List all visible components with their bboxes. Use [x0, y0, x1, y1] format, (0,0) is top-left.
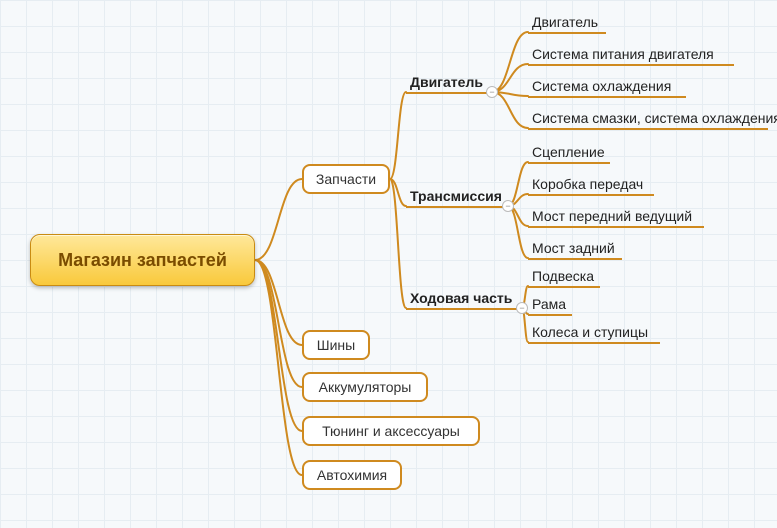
- subcat-node-chas[interactable]: Ходовая часть: [410, 290, 512, 306]
- mindmap-canvas: Магазин запчастей Запчасти Шины Аккумулятор…: [0, 0, 777, 528]
- category-node-batt[interactable]: Аккумуляторы: [302, 372, 428, 402]
- leaf-node-underline: [528, 32, 606, 34]
- leaf-node-label: Сцепление: [532, 144, 605, 160]
- leaf-node-underline: [528, 342, 660, 344]
- category-label: Запчасти: [316, 171, 376, 187]
- leaf-node-underline: [528, 96, 686, 98]
- leaf-node-label: Мост передний ведущий: [532, 208, 692, 224]
- leaf-node-label: Двигатель: [532, 14, 598, 30]
- leaf-node: Двигатель: [532, 14, 598, 30]
- root-label: Магазин запчастей: [58, 250, 227, 271]
- subcat-node-eng[interactable]: Двигатель: [410, 74, 483, 90]
- leaf-node-label: Подвеска: [532, 268, 594, 284]
- leaf-node-underline: [528, 64, 734, 66]
- leaf-node: Система охлаждения: [532, 78, 671, 94]
- leaf-node: Сцепление: [532, 144, 605, 160]
- leaf-node-underline: [528, 258, 622, 260]
- category-node-tun[interactable]: Тюнинг и аксессуары: [302, 416, 480, 446]
- leaf-node: Подвеска: [532, 268, 594, 284]
- leaf-node-label: Мост задний: [532, 240, 615, 256]
- subcat-node-trans-label: Трансмиссия: [410, 188, 502, 204]
- leaf-node: Система питания двигателя: [532, 46, 714, 62]
- leaf-node-underline: [528, 286, 600, 288]
- leaf-node: Коробка передач: [532, 176, 643, 192]
- category-label: Аккумуляторы: [319, 379, 412, 395]
- leaf-node-underline: [528, 226, 704, 228]
- leaf-node-label: Рама: [532, 296, 566, 312]
- leaf-node-label: Колеса и ступицы: [532, 324, 648, 340]
- leaf-node-label: Система смазки, система охлаждения: [532, 110, 777, 126]
- category-node-tires[interactable]: Шины: [302, 330, 370, 360]
- subcat-node-eng-underline: [406, 92, 492, 94]
- root-node[interactable]: Магазин запчастей: [30, 234, 255, 286]
- leaf-node-underline: [528, 128, 768, 130]
- leaf-node-underline: [528, 314, 572, 316]
- leaf-node-label: Система охлаждения: [532, 78, 671, 94]
- collapse-toggle[interactable]: −: [516, 302, 528, 314]
- category-label: Тюнинг и аксессуары: [322, 423, 460, 439]
- leaf-node: Мост задний: [532, 240, 615, 256]
- leaf-node-label: Система питания двигателя: [532, 46, 714, 62]
- subcat-node-chas-underline: [406, 308, 522, 310]
- leaf-node: Система смазки, система охлаждения: [532, 110, 777, 126]
- leaf-node: Мост передний ведущий: [532, 208, 692, 224]
- collapse-toggle[interactable]: −: [486, 86, 498, 98]
- subcat-node-trans-underline: [406, 206, 508, 208]
- subcat-node-eng-label: Двигатель: [410, 74, 483, 90]
- leaf-node-underline: [528, 194, 654, 196]
- category-node-chem[interactable]: Автохимия: [302, 460, 402, 490]
- leaf-node-underline: [528, 162, 610, 164]
- category-label: Автохимия: [317, 467, 387, 483]
- category-node-zap[interactable]: Запчасти: [302, 164, 390, 194]
- leaf-node: Рама: [532, 296, 566, 312]
- subcat-node-chas-label: Ходовая часть: [410, 290, 512, 306]
- category-label: Шины: [317, 337, 355, 353]
- subcat-node-trans[interactable]: Трансмиссия: [410, 188, 502, 204]
- leaf-node: Колеса и ступицы: [532, 324, 648, 340]
- collapse-toggle[interactable]: −: [502, 200, 514, 212]
- leaf-node-label: Коробка передач: [532, 176, 643, 192]
